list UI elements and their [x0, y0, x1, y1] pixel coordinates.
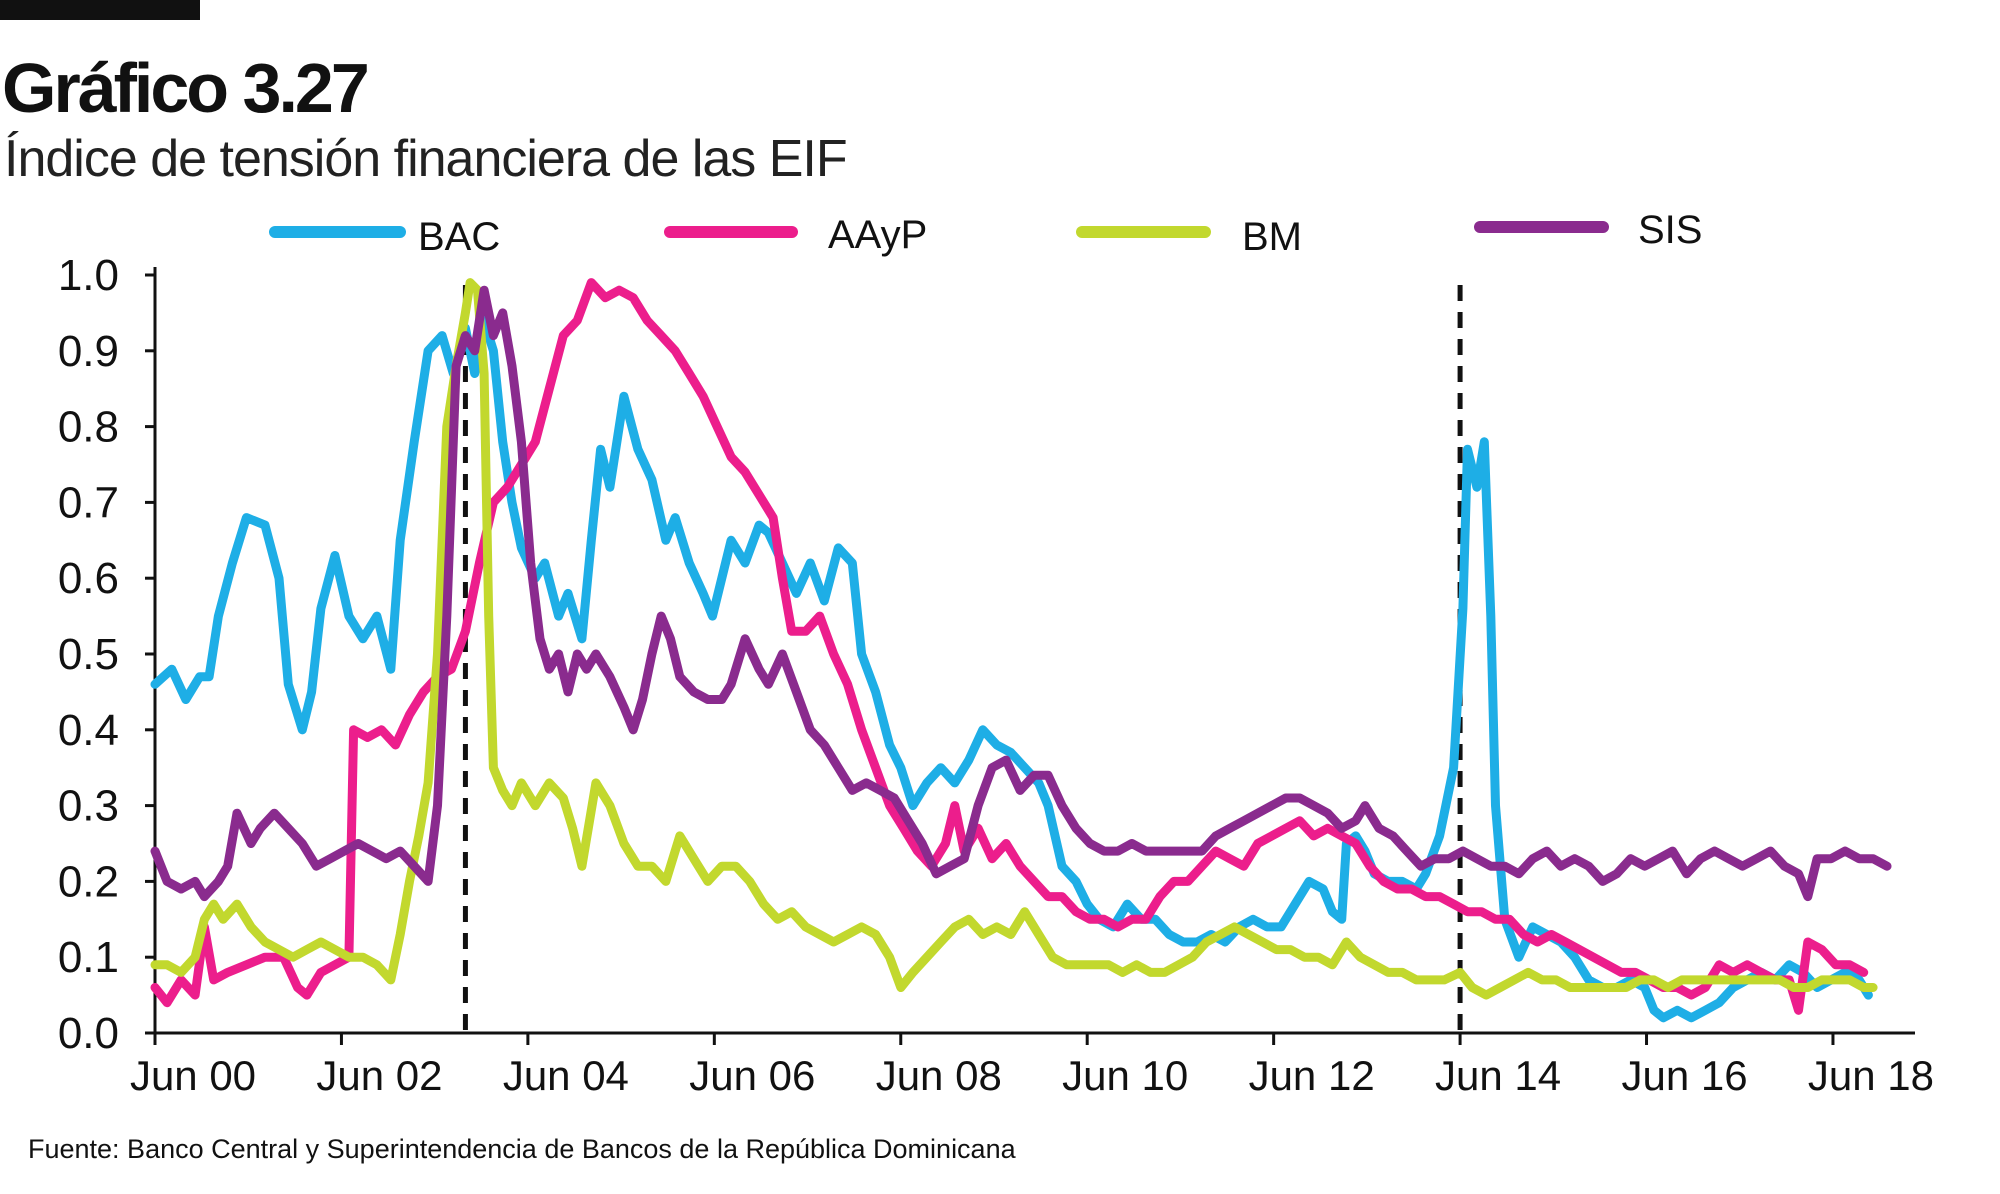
y-tick-label: 0.9 — [58, 327, 119, 376]
legend-label-aayp: AAyP — [828, 213, 927, 257]
x-tick-label: Jun 12 — [1249, 1052, 1375, 1099]
legend-label-bac: BAC — [418, 215, 500, 259]
series-line-bm — [150, 278, 1878, 1000]
y-tick-label: 0.6 — [58, 554, 119, 603]
y-tick-label: 0.4 — [58, 706, 119, 755]
y-tick-label: 0.5 — [58, 630, 119, 679]
legend-label-sis: SIS — [1638, 208, 1702, 252]
series-line-aayp — [150, 278, 1869, 1015]
y-tick-label: 0.0 — [58, 1009, 119, 1058]
chart-title: Gráfico 3.27 — [2, 49, 370, 127]
y-tick-label: 0.7 — [58, 478, 119, 527]
header-accent-bar — [0, 0, 200, 20]
series-line-sis — [150, 285, 1892, 902]
legend-label-bm: BM — [1242, 215, 1302, 259]
series-line-bac — [150, 316, 1873, 1023]
y-tick-label: 0.8 — [58, 403, 119, 452]
x-tick-label: Jun 02 — [316, 1052, 442, 1099]
x-tick-label: Jun 00 — [130, 1052, 256, 1099]
chart-axes: 0.0 0.1 0.2 0.3 0.4 0.5 0.6 0.7 0.8 0.9 1.0 Jun 00 J… — [58, 251, 1934, 1099]
series-group — [150, 278, 1892, 1023]
x-tick-label: Jun 10 — [1062, 1052, 1188, 1099]
y-tick-label: 0.1 — [58, 933, 119, 982]
y-tick-label: 1.0 — [58, 251, 119, 300]
y-tick-label: 0.2 — [58, 857, 119, 906]
x-tick-label: Jun 14 — [1435, 1052, 1561, 1099]
source-note: Fuente: Banco Central y Superintendencia… — [28, 1134, 1016, 1164]
x-tick-label: Jun 18 — [1808, 1052, 1934, 1099]
x-tick-label: Jun 04 — [503, 1052, 629, 1099]
chart-legend: BAC AAyP BM SIS — [269, 208, 1702, 259]
y-tick-label: 0.3 — [58, 782, 119, 831]
chart-subtitle: Índice de tensión financiera de las EIF — [4, 130, 848, 188]
x-tick-label: Jun 16 — [1621, 1052, 1747, 1099]
x-tick-label: Jun 06 — [689, 1052, 815, 1099]
x-tick-label: Jun 08 — [876, 1052, 1002, 1099]
